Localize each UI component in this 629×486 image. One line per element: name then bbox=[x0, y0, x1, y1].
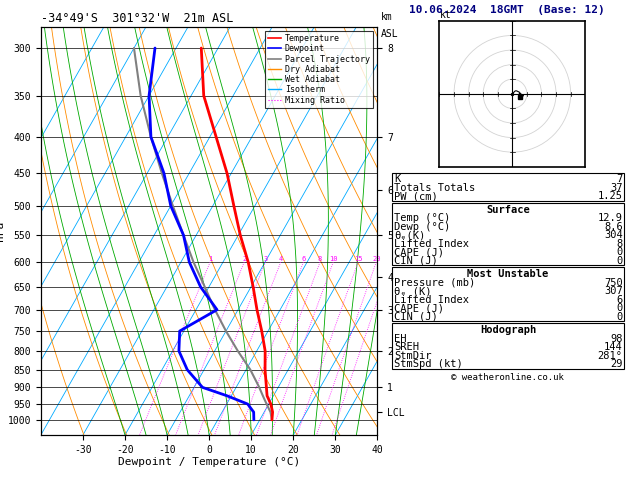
Text: 307: 307 bbox=[604, 286, 623, 296]
Text: 6: 6 bbox=[616, 295, 623, 305]
Text: 0: 0 bbox=[616, 303, 623, 313]
Text: 1: 1 bbox=[208, 256, 212, 262]
Text: 0: 0 bbox=[616, 312, 623, 322]
Text: 4: 4 bbox=[279, 256, 283, 262]
Text: 6: 6 bbox=[301, 256, 306, 262]
Text: 750: 750 bbox=[604, 278, 623, 288]
Text: CAPE (J): CAPE (J) bbox=[394, 303, 443, 313]
Text: km: km bbox=[381, 12, 392, 22]
Text: Most Unstable: Most Unstable bbox=[467, 269, 548, 279]
Text: Lifted Index: Lifted Index bbox=[394, 295, 469, 305]
Text: PW (cm): PW (cm) bbox=[394, 191, 438, 202]
Text: EH: EH bbox=[394, 334, 406, 344]
Text: 7: 7 bbox=[616, 174, 623, 185]
Text: 0: 0 bbox=[616, 247, 623, 258]
Text: 3: 3 bbox=[263, 256, 267, 262]
Text: 8: 8 bbox=[616, 239, 623, 249]
Text: kt: kt bbox=[440, 10, 451, 20]
Legend: Temperature, Dewpoint, Parcel Trajectory, Dry Adiabat, Wet Adiabat, Isotherm, Mi: Temperature, Dewpoint, Parcel Trajectory… bbox=[265, 31, 373, 108]
Text: Surface: Surface bbox=[486, 205, 530, 215]
Text: K: K bbox=[394, 174, 400, 185]
Text: 304: 304 bbox=[604, 230, 623, 241]
Text: StmDir: StmDir bbox=[394, 351, 431, 361]
Text: 15: 15 bbox=[354, 256, 362, 262]
Text: CIN (J): CIN (J) bbox=[394, 256, 438, 266]
Text: 12.9: 12.9 bbox=[598, 213, 623, 224]
Text: 10: 10 bbox=[329, 256, 338, 262]
Text: Pressure (mb): Pressure (mb) bbox=[394, 278, 475, 288]
Text: 8.6: 8.6 bbox=[604, 222, 623, 232]
Text: ASL: ASL bbox=[381, 29, 398, 39]
Text: CIN (J): CIN (J) bbox=[394, 312, 438, 322]
Text: 20: 20 bbox=[372, 256, 381, 262]
Text: θₑ(K): θₑ(K) bbox=[394, 230, 425, 241]
Text: 10.06.2024  18GMT  (Base: 12): 10.06.2024 18GMT (Base: 12) bbox=[409, 5, 605, 15]
Text: 0: 0 bbox=[616, 256, 623, 266]
Text: © weatheronline.co.uk: © weatheronline.co.uk bbox=[452, 373, 564, 382]
Text: 8: 8 bbox=[318, 256, 322, 262]
Text: CAPE (J): CAPE (J) bbox=[394, 247, 443, 258]
Text: -34°49'S  301°32'W  21m ASL: -34°49'S 301°32'W 21m ASL bbox=[41, 12, 233, 25]
Text: Dewp (°C): Dewp (°C) bbox=[394, 222, 450, 232]
Text: 37: 37 bbox=[610, 183, 623, 193]
Text: θₑ (K): θₑ (K) bbox=[394, 286, 431, 296]
Text: Lifted Index: Lifted Index bbox=[394, 239, 469, 249]
Text: 281°: 281° bbox=[598, 351, 623, 361]
X-axis label: Dewpoint / Temperature (°C): Dewpoint / Temperature (°C) bbox=[118, 457, 300, 468]
Text: StmSpd (kt): StmSpd (kt) bbox=[394, 359, 462, 369]
Text: 144: 144 bbox=[604, 342, 623, 352]
Text: 29: 29 bbox=[610, 359, 623, 369]
Text: 98: 98 bbox=[610, 334, 623, 344]
Text: 1.25: 1.25 bbox=[598, 191, 623, 202]
Y-axis label: hPa: hPa bbox=[0, 221, 5, 241]
Text: Temp (°C): Temp (°C) bbox=[394, 213, 450, 224]
Text: Totals Totals: Totals Totals bbox=[394, 183, 475, 193]
Text: 2: 2 bbox=[242, 256, 247, 262]
Text: Hodograph: Hodograph bbox=[480, 325, 536, 335]
Text: SREH: SREH bbox=[394, 342, 419, 352]
